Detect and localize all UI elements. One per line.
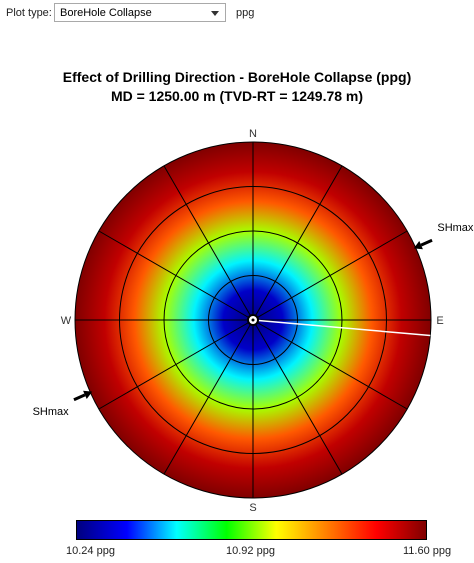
spoke	[163, 165, 254, 321]
spoke	[163, 319, 254, 475]
plot-type-label: Plot type:	[6, 7, 52, 19]
direction-label-w: W	[61, 315, 72, 327]
shmax-arrow-shaft	[420, 238, 433, 247]
well-trajectory-line	[252, 319, 431, 337]
well-center-dot	[251, 318, 255, 322]
chevron-down-icon[interactable]	[211, 11, 219, 16]
spoke	[98, 230, 254, 321]
direction-label-n: N	[249, 128, 257, 140]
shmax-arrow-icon	[83, 390, 93, 399]
shmax-arrow-shaft	[73, 393, 86, 402]
colorbar-fill	[77, 521, 426, 539]
chart-subtitle: MD = 1250.00 m (TVD-RT = 1249.78 m)	[110, 88, 364, 104]
shmax-label: SHmax	[437, 222, 474, 234]
spoke	[98, 319, 254, 410]
spoke	[252, 230, 408, 321]
direction-label-s: S	[249, 502, 256, 514]
spoke	[252, 319, 408, 410]
spoke	[252, 319, 343, 475]
colorbar	[76, 520, 427, 540]
chart-title: Effect of Drilling Direction - BoreHole …	[62, 69, 412, 85]
toolbar: Plot type: BoreHole Collapse ppg	[0, 0, 474, 26]
spoke	[252, 165, 343, 321]
direction-label-e: E	[436, 315, 443, 327]
colorbar-tick-max: 11.60 ppg	[403, 545, 452, 557]
colorbar-tick-min: 10.24 ppg	[66, 545, 115, 557]
plot-type-value: BoreHole Collapse	[60, 7, 152, 19]
unit-label: ppg	[236, 7, 255, 19]
plot-type-select[interactable]: BoreHole Collapse	[54, 3, 226, 22]
shmax-label: SHmax	[33, 406, 70, 418]
colorbar-tick-mid: 10.92 ppg	[226, 545, 275, 557]
shmax-arrow-icon	[413, 241, 423, 250]
